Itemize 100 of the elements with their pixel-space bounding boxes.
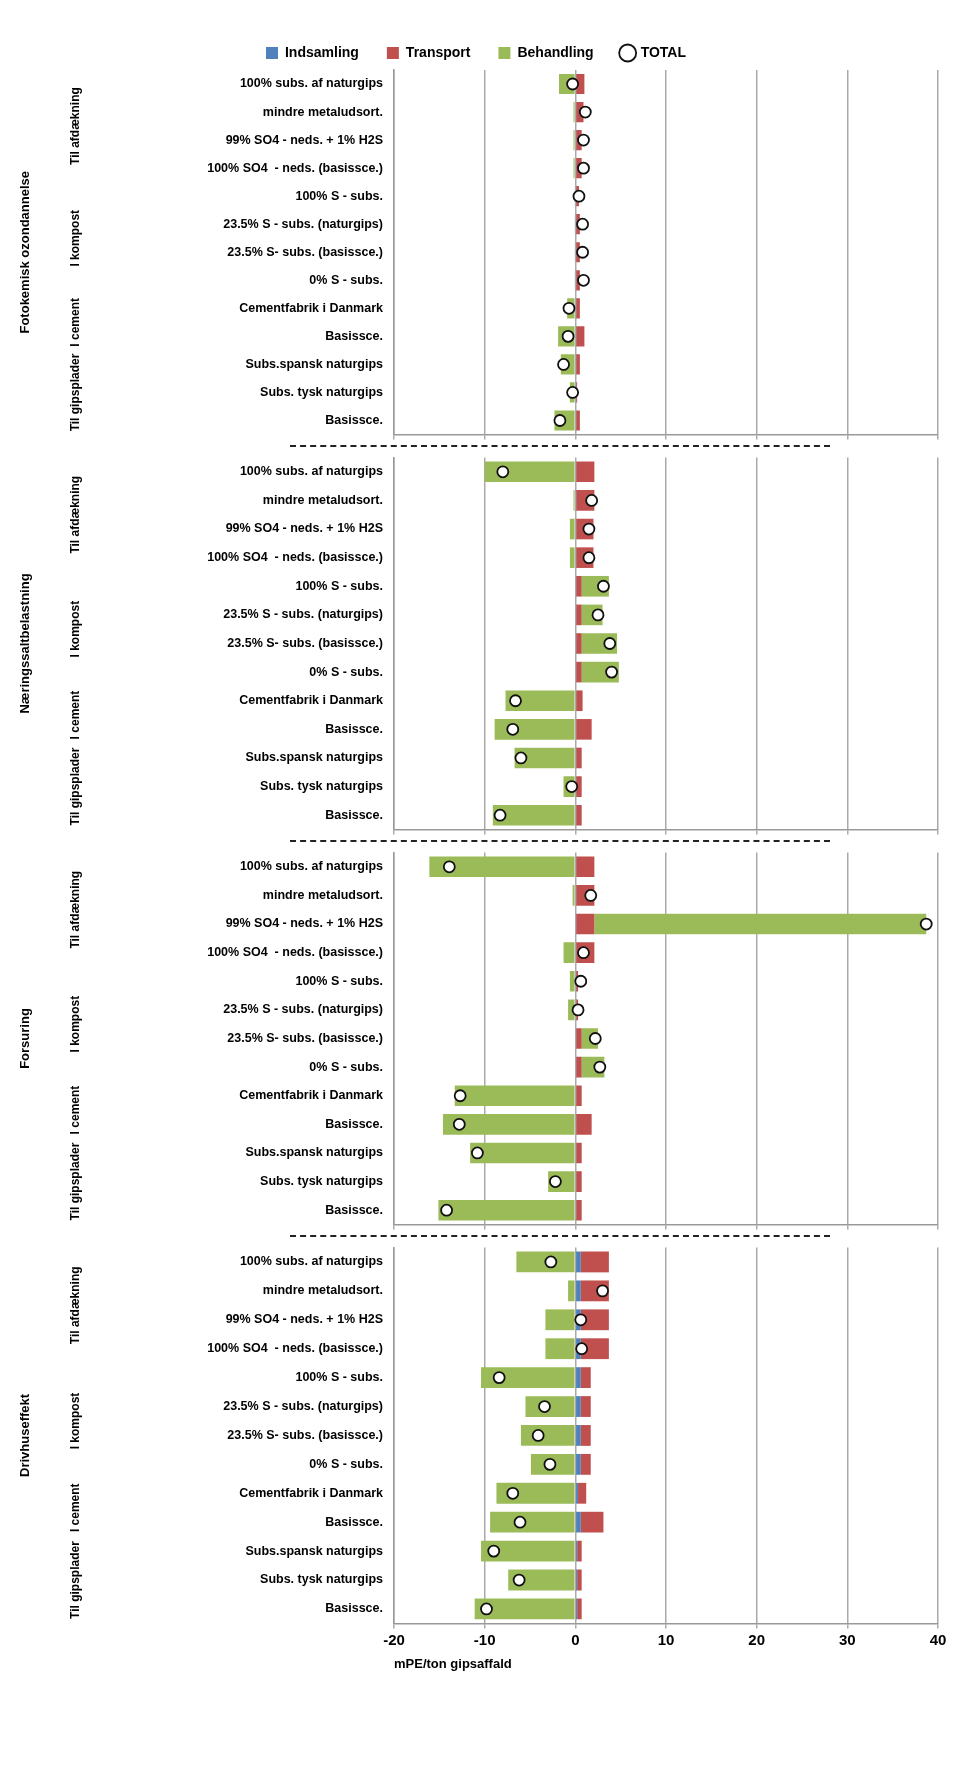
y-tick-label: mindre metaludsort. [262, 104, 383, 119]
text: Til afdækning [68, 475, 83, 554]
bar [569, 518, 575, 540]
text: I cement [68, 298, 83, 347]
bar [442, 1114, 575, 1135]
y-tick-label: 100% SO4 - neds. (basissce.) [207, 160, 383, 175]
bar [580, 1367, 591, 1389]
bar [578, 1482, 587, 1504]
bar [576, 1171, 582, 1192]
bar [576, 1142, 582, 1164]
bar [545, 1338, 575, 1360]
y-tick-label: 100% subs. af naturgips [239, 464, 384, 479]
text: I kompost [68, 600, 83, 658]
bar [576, 604, 582, 626]
y-tick-label: 99% SO4 - neds. + 1% H2S [225, 1312, 383, 1327]
bar [580, 1453, 591, 1475]
point [596, 1284, 609, 1298]
point [442, 860, 456, 874]
bar [580, 1511, 604, 1533]
y-tick-label: 23.5% S - subs. (naturgips) [223, 607, 383, 622]
bar [576, 719, 592, 740]
y-tick-label: Subs. tysk naturgips [260, 1572, 384, 1587]
bar [576, 633, 582, 654]
bar [576, 326, 585, 347]
bar [470, 1142, 575, 1164]
bar [576, 1396, 581, 1417]
bar [481, 1367, 575, 1389]
y-tick-label: mindre metaludsort. [262, 1283, 383, 1298]
point [919, 917, 933, 931]
y-tick-label: Basissce. [325, 328, 383, 343]
point [571, 1003, 585, 1017]
point [572, 189, 586, 203]
bar [490, 1511, 575, 1533]
x-tick-label: 10 [657, 1630, 675, 1648]
bar [569, 970, 575, 992]
y-tick-label: 0% S - subs. [309, 1456, 383, 1471]
bar [576, 856, 595, 878]
point [574, 1313, 588, 1327]
point [578, 105, 592, 119]
y-tick-label: Basissce. [325, 412, 383, 427]
y-tick-label: 0% S - subs. [309, 664, 383, 679]
text: I cement [68, 1483, 83, 1533]
bar [576, 1251, 581, 1273]
bar [576, 804, 582, 826]
bar [576, 1199, 582, 1221]
point [575, 1342, 589, 1356]
y-tick-label: 100% subs. af naturgips [239, 859, 384, 874]
bar [508, 1569, 575, 1591]
point [471, 1146, 484, 1160]
y-tick-label: Subs.spansk naturgips [245, 750, 384, 765]
y-tick-label: 23.5% S- subs. (basissce.) [227, 635, 383, 650]
text: Til gipsplader [68, 353, 83, 432]
point [487, 1544, 501, 1558]
bar [576, 1453, 581, 1475]
y-tick-label: 0% S - subs. [309, 272, 383, 287]
y-tick-label: 100% subs. af naturgips [239, 76, 384, 91]
y-tick-label: mindre metaludsort. [262, 887, 383, 902]
y-tick-label: Cementfabrik i Danmark [239, 1088, 384, 1103]
text: I kompost [68, 995, 83, 1053]
bar [474, 1598, 575, 1620]
bar [594, 913, 927, 935]
y-tick-label: Basissce. [325, 1202, 383, 1217]
text: Til gipsplader [68, 747, 83, 826]
bar [580, 1396, 591, 1417]
bar [568, 1280, 575, 1302]
bar [576, 575, 582, 597]
y-tick-label: 100% S - subs. [295, 578, 383, 593]
y-tick-label: 99% SO4 - neds. + 1% H2S [225, 132, 383, 147]
point [514, 751, 528, 765]
text: I kompost [68, 209, 83, 267]
bar [576, 1085, 582, 1107]
point [605, 665, 618, 679]
bar [576, 1114, 592, 1135]
text: I kompost [68, 1392, 83, 1450]
text: Til gipsplader [68, 1142, 83, 1221]
point [562, 301, 576, 315]
y-tick-label: Cementfabrik i Danmark [239, 300, 384, 315]
point [565, 780, 579, 793]
y-tick-label: 100% subs. af naturgips [239, 1254, 384, 1269]
y-tick-label: 23.5% S - subs. (naturgips) [223, 216, 383, 231]
x-tick-label: -10 [473, 1630, 496, 1648]
bar [576, 913, 595, 935]
point [452, 1117, 466, 1131]
y-tick-label: Subs.spansk naturgips [245, 1145, 384, 1160]
bar [580, 1251, 609, 1273]
point [566, 386, 580, 399]
y-tick-label: Basissce. [325, 721, 383, 736]
bar [484, 461, 575, 483]
point [574, 974, 588, 988]
point [453, 1089, 467, 1103]
bar [494, 719, 575, 740]
y-tick-label: 23.5% S- subs. (basissce.) [227, 244, 383, 259]
x-axis-title: mPE/ton gipsaffald [394, 1655, 512, 1671]
point [576, 245, 589, 259]
bar [496, 1482, 575, 1504]
y-tick-label: Basissce. [325, 807, 383, 822]
text: Til gipsplader [68, 1540, 83, 1619]
bar [577, 1569, 582, 1591]
y-tick-label: 99% SO4 - neds. + 1% H2S [225, 521, 383, 536]
y-tick-label: Cementfabrik i Danmark [239, 693, 384, 708]
